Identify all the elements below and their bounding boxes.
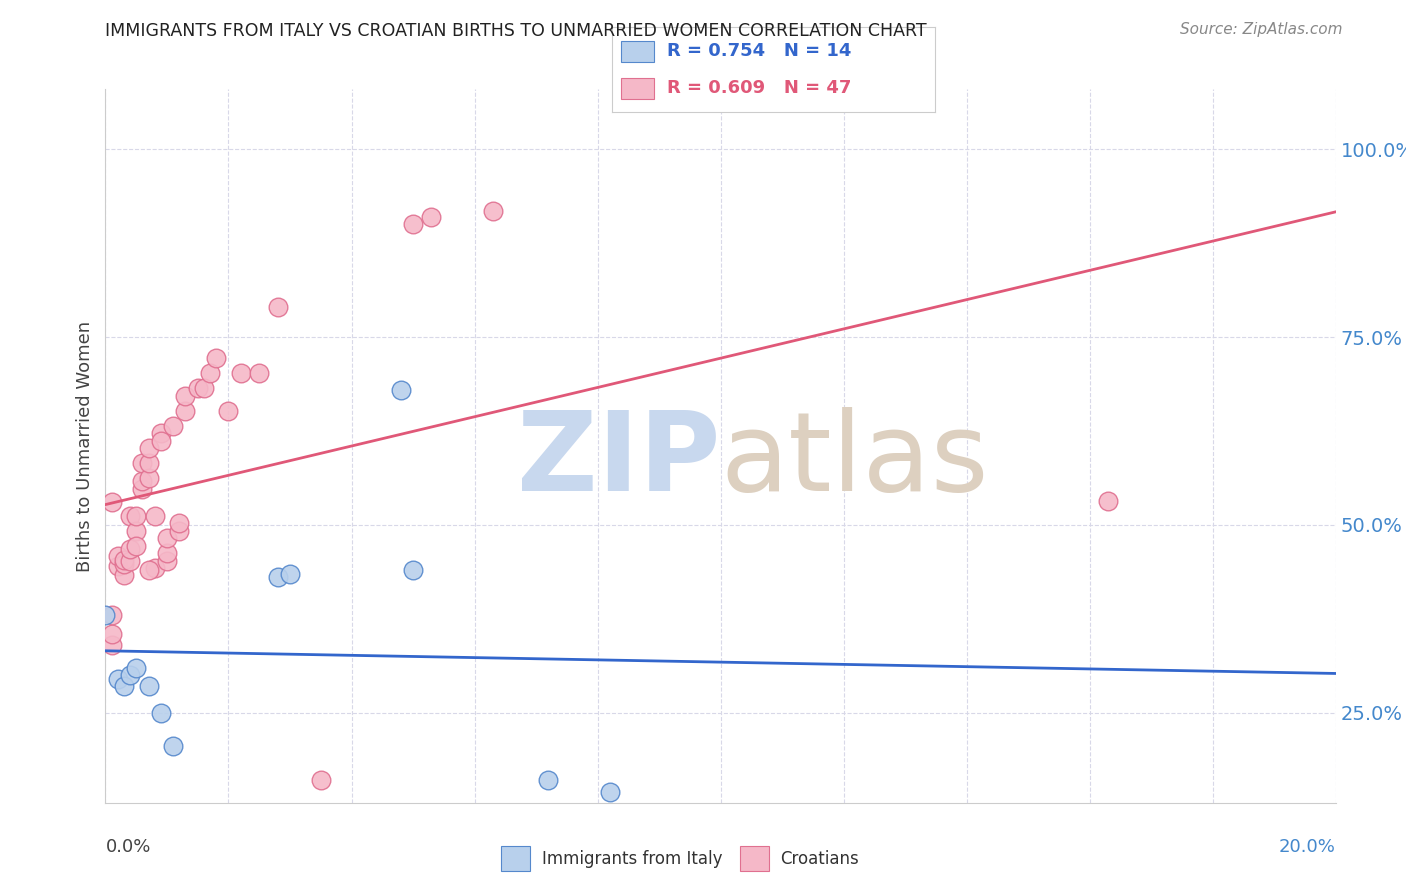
Point — [162, 739, 184, 754]
Point — [198, 366, 221, 380]
Point — [187, 381, 209, 395]
Text: Immigrants from Italy: Immigrants from Italy — [541, 849, 723, 868]
Text: 20.0%: 20.0% — [1279, 838, 1336, 856]
Point — [125, 539, 148, 553]
Point — [309, 773, 332, 788]
Text: Croatians: Croatians — [780, 849, 859, 868]
Point — [100, 607, 122, 622]
Point — [402, 218, 425, 232]
Point — [107, 672, 129, 686]
Point — [120, 508, 141, 523]
Point — [131, 456, 153, 470]
Y-axis label: Births to Unmarried Women: Births to Unmarried Women — [76, 320, 94, 572]
Point — [278, 566, 301, 581]
Bar — [621, 41, 654, 62]
Point — [138, 442, 160, 456]
Point — [229, 366, 252, 380]
Point — [100, 638, 122, 652]
Point — [138, 679, 160, 693]
Point — [112, 553, 135, 567]
Point — [156, 546, 179, 560]
Point — [537, 773, 560, 788]
Point — [174, 403, 197, 417]
Bar — [740, 847, 769, 871]
Point — [149, 426, 172, 441]
Point — [138, 471, 160, 485]
Point — [120, 668, 141, 682]
Point — [125, 660, 148, 674]
Text: R = 0.609   N = 47: R = 0.609 N = 47 — [666, 78, 851, 96]
Point — [156, 532, 179, 546]
Point — [162, 418, 184, 433]
Point — [402, 563, 425, 577]
Point — [107, 559, 129, 574]
Point — [156, 554, 179, 568]
Text: 0.0%: 0.0% — [105, 838, 150, 856]
Point — [169, 516, 191, 531]
Point — [125, 524, 148, 538]
Point — [131, 475, 153, 489]
Text: IMMIGRANTS FROM ITALY VS CROATIAN BIRTHS TO UNMARRIED WOMEN CORRELATION CHART: IMMIGRANTS FROM ITALY VS CROATIAN BIRTHS… — [105, 22, 927, 40]
Point — [125, 508, 148, 523]
Point — [193, 381, 215, 395]
Text: atlas: atlas — [721, 407, 988, 514]
Text: ZIP: ZIP — [517, 407, 721, 514]
Point — [138, 563, 160, 577]
Point — [100, 627, 122, 641]
Bar — [621, 78, 654, 99]
Point — [143, 508, 166, 523]
Point — [482, 203, 505, 218]
Point — [112, 557, 135, 571]
Point — [169, 524, 191, 538]
Point — [420, 210, 443, 224]
Point — [112, 568, 135, 582]
Point — [94, 607, 117, 622]
Point — [131, 482, 153, 496]
Point — [120, 554, 141, 568]
Point — [218, 403, 240, 417]
Point — [149, 434, 172, 448]
Point — [389, 383, 412, 397]
Point — [267, 570, 290, 584]
Point — [1097, 493, 1119, 508]
Point — [149, 706, 172, 720]
Point — [174, 389, 197, 403]
Point — [138, 456, 160, 470]
Text: R = 0.754   N = 14: R = 0.754 N = 14 — [666, 42, 851, 61]
Point — [247, 366, 270, 380]
Point — [205, 351, 228, 365]
Point — [107, 549, 129, 564]
Point — [120, 541, 141, 556]
Point — [143, 561, 166, 575]
Text: Source: ZipAtlas.com: Source: ZipAtlas.com — [1180, 22, 1343, 37]
Point — [100, 495, 122, 509]
Point — [267, 300, 290, 314]
Point — [599, 784, 621, 798]
Point — [112, 679, 135, 693]
Bar — [501, 847, 530, 871]
